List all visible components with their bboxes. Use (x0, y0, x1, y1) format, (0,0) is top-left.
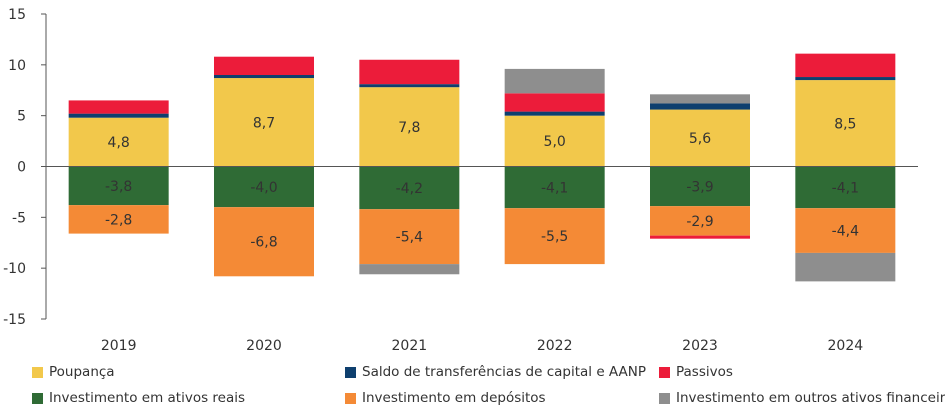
bar-saldo-de-transferencias-de-capital-e-aanp-2020 (214, 75, 314, 79)
bar-saldo-de-transferencias-de-capital-e-aanp-2021 (359, 84, 460, 88)
legend-swatch-ativos-reais (32, 392, 43, 404)
legend-label-depositos: Investimento em depósitos (362, 390, 546, 406)
bar-passivos-2024 (795, 53, 896, 78)
y-tick-label-10: 10 (8, 58, 26, 74)
bar-investimento-em-depositos-2022 (504, 208, 605, 265)
data-label-poupanca-2022: 5,0 (544, 134, 566, 150)
bar-passivos-2019 (68, 100, 169, 114)
bar-saldo-de-transferencias-de-capital-e-aanp-2022 (504, 111, 605, 116)
bars-layer (68, 53, 896, 282)
bar-investimento-em-depositos-2023 (650, 206, 750, 236)
legend: Poupança Saldo de transferências de capi… (0, 360, 945, 410)
x-tick-label-2020: 2020 (246, 338, 282, 354)
legend-item-depositos: Investimento em depósitos (345, 390, 546, 406)
data-label-poupanca-2021: 7,8 (398, 120, 420, 136)
data-label-investimento-em-depositos-2022: -5,5 (541, 229, 568, 245)
bar-poupanca-2022 (504, 115, 605, 167)
bar-investimento-em-ativos-reais-2024 (795, 166, 896, 209)
legend-swatch-outros-ativos (659, 392, 670, 404)
data-label-investimento-em-depositos-2020: -6,8 (250, 235, 277, 251)
data-label-investimento-em-ativos-reais-2020: -4,0 (250, 180, 277, 196)
bar-investimento-em-outros-ativos-financeiros-2024 (795, 252, 896, 282)
legend-swatch-poupanca (32, 366, 43, 378)
bar-poupanca-2021 (359, 87, 460, 167)
bar-passivos-2022 (504, 93, 605, 112)
y-tick-label-0: 0 (17, 160, 26, 176)
stacked-bar-chart: 4,8 -3,8 -2,8 8,7 -4,0 -6,8 7,8 -4,2 -5,4 5,0 -4,1… (3, 7, 918, 354)
legend-label-passivos: Passivos (676, 364, 733, 380)
bar-investimento-em-ativos-reais-2019 (68, 166, 169, 206)
data-label-poupanca-2019: 4,8 (108, 135, 130, 151)
y-tick-label--5: -5 (12, 210, 26, 226)
x-tick-label-2019: 2019 (101, 338, 137, 354)
bar-passivos-2021 (359, 59, 460, 85)
data-label-investimento-em-ativos-reais-2022: -4,1 (541, 180, 568, 196)
bar-passivos-2023 (650, 235, 750, 239)
bar-investimento-em-ativos-reais-2020 (214, 166, 314, 208)
bar-poupanca-2019 (68, 117, 169, 167)
bar-passivos-2020 (214, 56, 314, 75)
bar-poupanca-2024 (795, 80, 896, 167)
bar-investimento-em-depositos-2024 (795, 208, 896, 253)
bar-investimento-em-ativos-reais-2022 (504, 166, 605, 209)
bar-saldo-de-transferencias-de-capital-e-aanp-2023 (650, 103, 750, 110)
y-tick-label-15: 15 (8, 7, 26, 23)
data-label-investimento-em-depositos-2023: -2,9 (686, 214, 713, 230)
bar-investimento-em-outros-ativos-financeiros-2021 (359, 264, 460, 275)
x-tick-label-2023: 2023 (682, 338, 718, 354)
data-label-investimento-em-depositos-2024: -4,4 (832, 224, 859, 240)
data-label-investimento-em-ativos-reais-2019: -3,8 (105, 179, 132, 195)
y-tick-label-5: 5 (17, 109, 26, 125)
bar-investimento-em-depositos-2020 (214, 207, 314, 277)
bar-saldo-de-transferencias-de-capital-e-aanp-2024 (795, 77, 896, 81)
bar-poupanca-2020 (214, 78, 314, 167)
legend-label-saldo-transferencias: Saldo de transferências de capital e AAN… (362, 364, 647, 380)
legend-item-saldo-transferencias: Saldo de transferências de capital e AAN… (345, 364, 646, 380)
bar-poupanca-2023 (650, 109, 750, 167)
legend-label-ativos-reais: Investimento em ativos reais (49, 390, 246, 406)
bar-investimento-em-depositos-2021 (359, 209, 460, 265)
legend-label-outros-ativos: Investimento em outros ativos financeiro… (676, 390, 945, 406)
legend-swatch-saldo-transferencias (345, 366, 356, 378)
legend-item-passivos: Passivos (659, 364, 733, 380)
x-tick-label-2022: 2022 (537, 338, 573, 354)
data-labels-layer: 4,8 -3,8 -2,8 8,7 -4,0 -6,8 7,8 -4,2 -5,4 5,0 -4,1… (105, 115, 859, 250)
bar-saldo-de-transferencias-de-capital-e-aanp-2019 (68, 113, 169, 118)
bar-investimento-em-ativos-reais-2021 (359, 166, 460, 210)
legend-item-poupanca: Poupança (32, 364, 115, 380)
legend-swatch-passivos (659, 366, 670, 378)
bar-investimento-em-ativos-reais-2023 (650, 166, 750, 207)
data-label-poupanca-2023: 5,6 (689, 131, 711, 147)
bar-investimento-em-outros-ativos-financeiros-2023 (650, 94, 750, 104)
x-tick-label-2021: 2021 (392, 338, 428, 354)
legend-item-outros-ativos: Investimento em outros ativos financeiro… (659, 390, 945, 406)
legend-swatch-depositos (345, 392, 356, 404)
bar-investimento-em-depositos-2019 (68, 205, 169, 234)
y-tick-label--15: -15 (3, 312, 26, 328)
data-label-poupanca-2024: 8,5 (834, 116, 856, 132)
data-label-investimento-em-depositos-2019: -2,8 (105, 212, 132, 228)
axes-layer: 2019 2020 2021 2022 2023 2024 15 10 5 0 -5 -10 -15 (3, 7, 918, 354)
bar-investimento-em-outros-ativos-financeiros-2022 (504, 68, 605, 94)
data-label-investimento-em-ativos-reais-2021: -4,2 (396, 181, 423, 197)
legend-item-ativos-reais: Investimento em ativos reais (32, 390, 245, 406)
data-label-investimento-em-depositos-2021: -5,4 (396, 230, 423, 246)
legend-label-poupanca: Poupança (49, 364, 115, 380)
data-label-investimento-em-ativos-reais-2024: -4,1 (832, 180, 859, 196)
data-label-poupanca-2020: 8,7 (253, 115, 275, 131)
x-tick-label-2024: 2024 (828, 338, 864, 354)
data-label-investimento-em-ativos-reais-2023: -3,9 (686, 179, 713, 195)
y-tick-label--10: -10 (3, 261, 26, 277)
